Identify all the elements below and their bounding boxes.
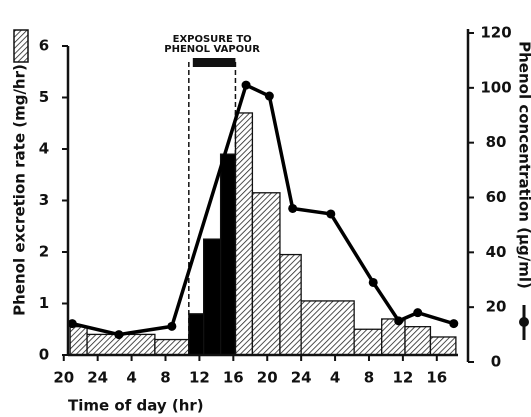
bar xyxy=(219,153,237,356)
line-marker xyxy=(326,209,336,219)
legend-swatch-bars xyxy=(13,29,29,63)
y-tick-label: 2 xyxy=(39,243,49,261)
y2-tick-label: 40 xyxy=(486,243,507,261)
line-marker xyxy=(368,277,378,287)
bar xyxy=(381,318,406,356)
y-axis-label: Phenol excretion rate (mg/hr) xyxy=(11,64,29,316)
y2-tick-label: 120 xyxy=(480,24,511,42)
x-tick-label: 24 xyxy=(291,369,312,387)
bar xyxy=(69,326,88,356)
x-tick-label: 16 xyxy=(426,369,447,387)
x-axis-label: Time of day (hr) xyxy=(68,397,204,415)
bar xyxy=(429,336,457,356)
bar xyxy=(188,313,205,356)
line-marker xyxy=(264,91,274,101)
x-tick-label: 16 xyxy=(223,369,244,387)
bar xyxy=(353,328,383,356)
line-marker xyxy=(449,319,459,329)
x-tick-label: 4 xyxy=(330,369,340,387)
bar xyxy=(234,112,254,356)
y-tick-label: 5 xyxy=(39,88,49,106)
y-tick-label: 1 xyxy=(39,294,49,312)
line-marker xyxy=(241,80,251,90)
x-tick-label: 4 xyxy=(126,369,136,387)
line-marker xyxy=(288,203,298,213)
bar xyxy=(203,238,222,356)
exposure-bar xyxy=(192,58,236,67)
x-tick-label: 12 xyxy=(392,369,413,387)
x-tick-label: 12 xyxy=(189,369,210,387)
x-tick-label: 20 xyxy=(53,369,74,387)
y-tick-label: 3 xyxy=(39,191,49,209)
x-tick-label: 24 xyxy=(87,369,108,387)
bar xyxy=(404,326,432,356)
line-marker xyxy=(114,330,124,340)
y2-tick-label: 20 xyxy=(486,298,507,316)
line-marker xyxy=(67,319,77,329)
line-marker xyxy=(167,321,177,331)
bar xyxy=(154,338,190,356)
y-tick-label: 4 xyxy=(39,140,49,158)
y-tick-label: 0 xyxy=(39,346,49,364)
y2-axis-label: Phenol concentration (µg/ml) xyxy=(516,41,531,289)
y2-tick-label: 60 xyxy=(486,188,507,206)
x-tick-label: 20 xyxy=(257,369,278,387)
x-tick-label: 8 xyxy=(364,369,374,387)
line-marker xyxy=(394,316,404,326)
bar xyxy=(279,253,302,356)
line-marker xyxy=(413,308,423,318)
y2-tick-label: 80 xyxy=(486,133,507,151)
y2-tick-label: 100 xyxy=(480,78,511,96)
legend-line xyxy=(519,305,529,340)
y2-tick-label: 0 xyxy=(491,353,501,371)
x-tick-label: 8 xyxy=(160,369,170,387)
bar xyxy=(300,300,355,356)
bar xyxy=(251,192,281,356)
y-tick-label: 6 xyxy=(39,37,49,55)
annotation-text: EXPOSURE TO xyxy=(173,34,252,45)
annotation-text: PHENOL VAPOUR xyxy=(164,44,260,55)
